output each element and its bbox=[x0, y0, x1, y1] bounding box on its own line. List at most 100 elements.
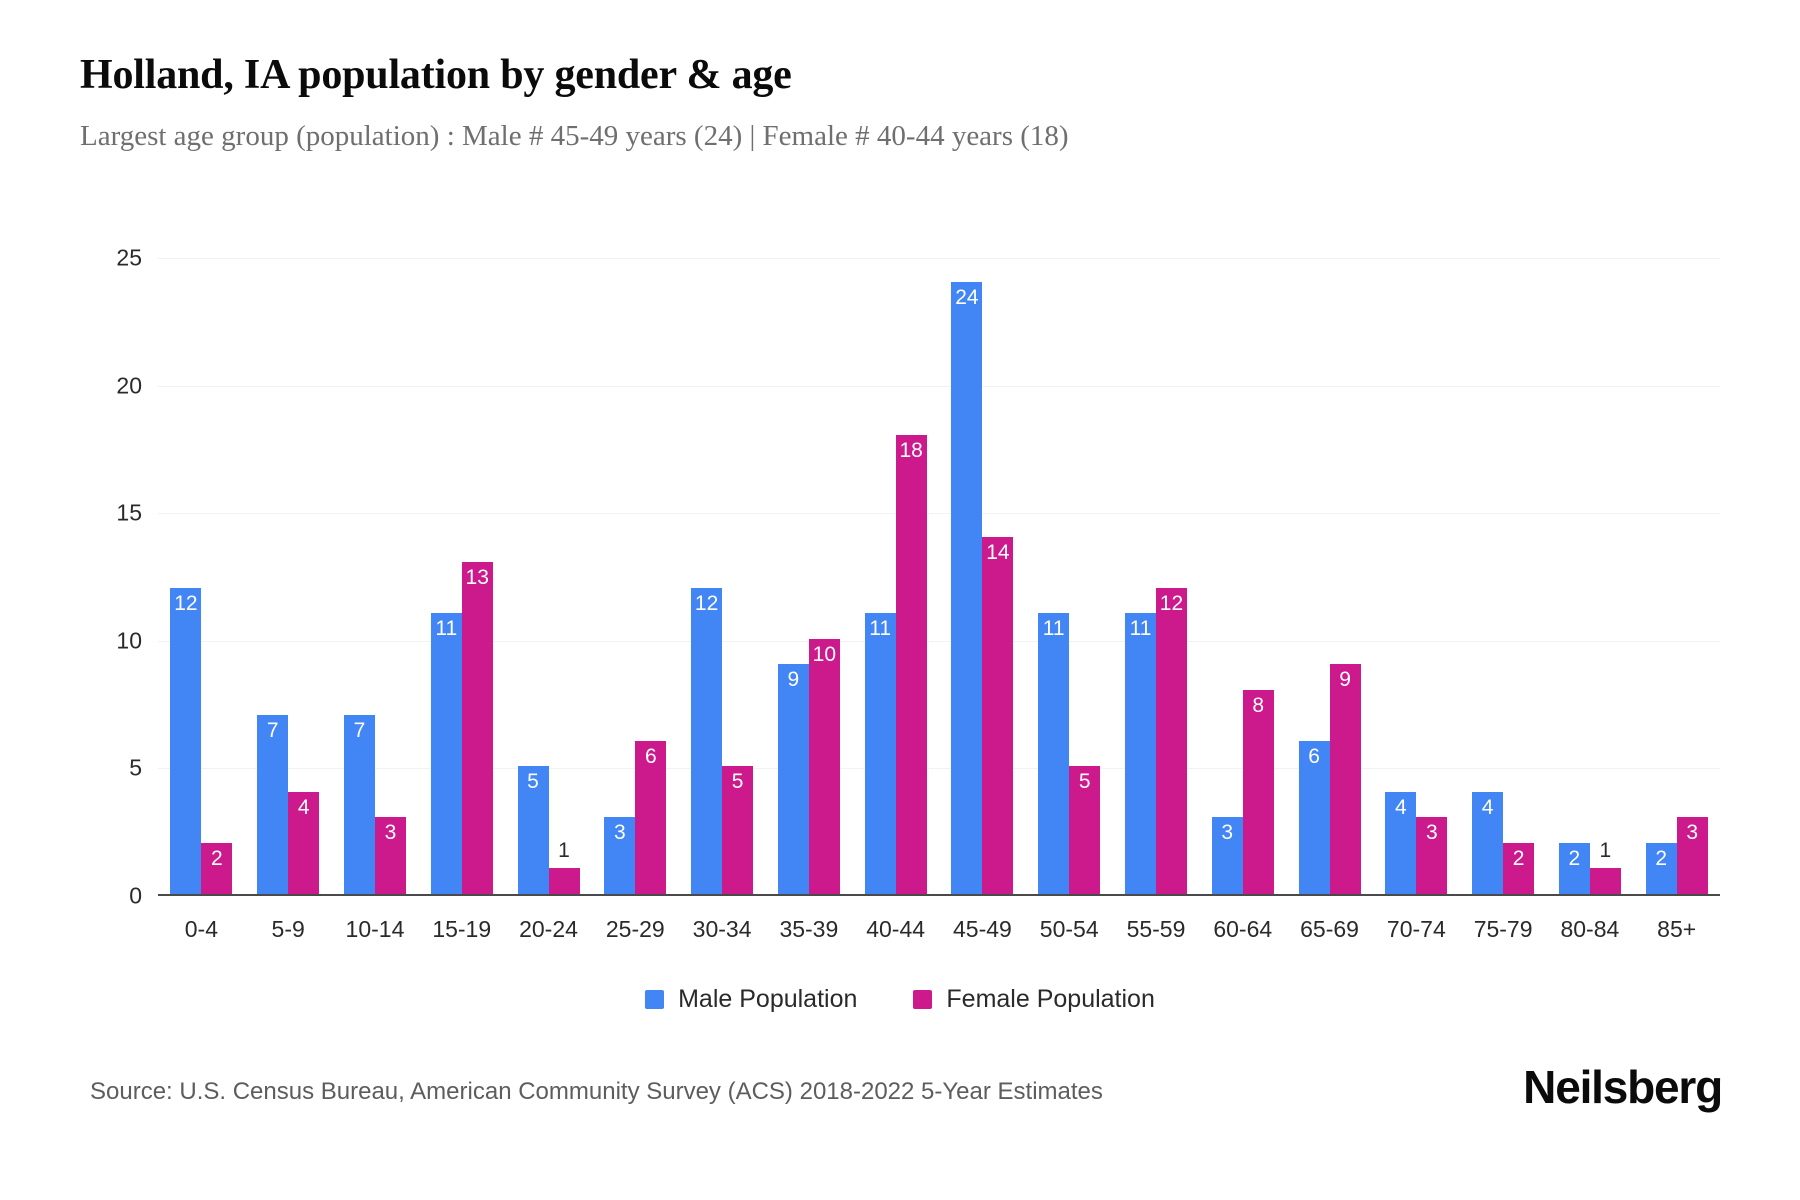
x-axis-tick-label: 70-74 bbox=[1386, 916, 1446, 942]
male-bar[interactable]: 3 bbox=[604, 817, 636, 894]
bar-value-label: 4 bbox=[297, 795, 310, 819]
bar-value-label: 12 bbox=[1159, 591, 1184, 615]
source-note: Source: U.S. Census Bureau, American Com… bbox=[90, 1078, 1103, 1105]
gridline bbox=[158, 513, 1720, 515]
bar-value-label: 2 bbox=[1568, 846, 1581, 870]
x-axis-tick-label: 75-79 bbox=[1473, 916, 1533, 942]
male-bar[interactable]: 7 bbox=[257, 715, 289, 894]
female-bar[interactable]: 5 bbox=[1069, 766, 1101, 894]
female-bar[interactable]: 2 bbox=[1503, 842, 1535, 894]
bar-group: 24 14 bbox=[939, 258, 1026, 894]
bar-value-label: 11 bbox=[435, 617, 458, 641]
female-bar[interactable]: 13 bbox=[461, 562, 493, 894]
female-bar[interactable]: 1 bbox=[548, 840, 580, 894]
female-bar[interactable]: 14 bbox=[982, 536, 1014, 894]
bar-value-label: 3 bbox=[1686, 821, 1699, 845]
x-axis-tick-label: 80-84 bbox=[1560, 916, 1620, 942]
grid-area: 12 2 7 4 7 3 11 13 5 1 3 6 12 5 9 10 11 18 24 14 11 5 11 12 3 8 6 9… bbox=[158, 258, 1720, 896]
gridline bbox=[158, 640, 1720, 642]
bar-value-label: 3 bbox=[1221, 821, 1234, 845]
x-axis-tick-label: 35-39 bbox=[779, 916, 839, 942]
female-bar[interactable]: 9 bbox=[1329, 664, 1361, 894]
bar-value-label: 9 bbox=[787, 668, 800, 692]
bar-value-label: 10 bbox=[812, 642, 837, 666]
bar-group: 11 12 bbox=[1113, 258, 1200, 894]
male-bar[interactable]: 11 bbox=[1124, 613, 1156, 894]
female-bar[interactable]: 8 bbox=[1242, 689, 1274, 894]
bar-value-label: 18 bbox=[899, 438, 923, 462]
bar-group: 11 13 bbox=[418, 258, 505, 894]
gridline bbox=[158, 258, 1720, 259]
male-bar[interactable]: 11 bbox=[1038, 613, 1070, 894]
bar-value-label: 14 bbox=[986, 540, 1010, 564]
legend-swatch-icon bbox=[913, 990, 933, 1009]
female-bar[interactable]: 12 bbox=[1155, 587, 1187, 894]
male-bar[interactable]: 3 bbox=[1211, 817, 1243, 894]
male-bar[interactable]: 7 bbox=[343, 715, 375, 894]
legend-swatch-icon bbox=[645, 990, 665, 1009]
female-bar[interactable]: 5 bbox=[722, 766, 754, 894]
legend-item-male[interactable]: Male Population bbox=[645, 985, 857, 1014]
male-bar[interactable]: 12 bbox=[691, 587, 723, 894]
bar-value-label: 6 bbox=[644, 744, 657, 768]
y-axis: 0 5 10 15 20 25 bbox=[80, 245, 158, 909]
bar-value-label: 1 bbox=[1599, 839, 1612, 863]
female-bar[interactable]: 18 bbox=[895, 434, 927, 894]
female-bar[interactable]: 3 bbox=[1676, 817, 1708, 894]
chart-subtitle: Largest age group (population) : Male # … bbox=[80, 120, 1069, 153]
x-axis-tick-label: 25-29 bbox=[605, 916, 665, 942]
male-bar[interactable]: 9 bbox=[777, 664, 809, 894]
bar-group: 12 5 bbox=[679, 258, 766, 894]
male-bar[interactable]: 12 bbox=[170, 587, 202, 894]
bar-group: 9 10 bbox=[765, 258, 852, 894]
female-bar[interactable]: 2 bbox=[201, 842, 233, 894]
x-axis-tick-label: 50-54 bbox=[1039, 916, 1099, 942]
male-bar[interactable]: 2 bbox=[1558, 842, 1590, 894]
bar-group: 12 2 bbox=[158, 258, 245, 894]
male-bar[interactable]: 11 bbox=[430, 613, 462, 894]
chart-header: Holland, IA population by gender & age L… bbox=[80, 52, 1720, 154]
bar-value-label: 3 bbox=[1425, 821, 1438, 845]
bar-value-label: 6 bbox=[1308, 744, 1320, 768]
x-axis: 0-4 5-9 10-14 15-19 20-24 25-29 30-34 35-39 40-4… bbox=[158, 916, 1720, 943]
gridline bbox=[158, 385, 1720, 387]
bar-value-label: 12 bbox=[174, 591, 198, 615]
x-axis-tick-label: 60-64 bbox=[1213, 916, 1273, 942]
female-bar[interactable]: 6 bbox=[635, 740, 667, 894]
male-bar[interactable]: 2 bbox=[1645, 842, 1677, 894]
male-bar[interactable]: 5 bbox=[517, 766, 549, 894]
bar-value-label: 4 bbox=[1481, 795, 1494, 819]
male-bar[interactable]: 6 bbox=[1298, 740, 1330, 894]
male-bar[interactable]: 4 bbox=[1472, 791, 1504, 894]
bar-value-label: 8 bbox=[1252, 693, 1265, 717]
female-bar[interactable]: 1 bbox=[1589, 840, 1621, 894]
female-bar[interactable]: 3 bbox=[374, 817, 406, 894]
bar-group: 11 18 bbox=[852, 258, 939, 894]
bars-layer: 12 2 7 4 7 3 11 13 5 1 3 6 12 5 9 10 11 18 24 14 11 5 11 12 3 8 6 9… bbox=[158, 258, 1720, 894]
bar-value-label: 2 bbox=[1512, 846, 1525, 870]
female-bar[interactable]: 10 bbox=[808, 638, 840, 894]
female-bar[interactable]: 4 bbox=[288, 791, 320, 894]
x-axis-tick-label: 30-34 bbox=[692, 916, 752, 942]
legend-item-female[interactable]: Female Population bbox=[913, 985, 1155, 1014]
bar-value-label: 3 bbox=[613, 821, 626, 845]
bar-value-label: 5 bbox=[731, 770, 744, 794]
bar-value-label: 2 bbox=[211, 846, 223, 870]
y-axis-tick-label: 20 bbox=[116, 372, 142, 399]
x-axis-tick-label: 65-69 bbox=[1300, 916, 1359, 942]
bar-value-label: 7 bbox=[353, 719, 366, 743]
page-title: Holland, IA population by gender & age bbox=[80, 52, 792, 98]
y-axis-tick-label: 10 bbox=[116, 627, 142, 654]
legend-label: Male Population bbox=[678, 985, 858, 1013]
female-bar[interactable]: 3 bbox=[1416, 817, 1448, 894]
bar-value-label: 12 bbox=[694, 591, 719, 615]
male-bar[interactable]: 4 bbox=[1385, 791, 1417, 894]
male-bar[interactable]: 11 bbox=[864, 613, 896, 894]
x-axis-tick-label: 20-24 bbox=[519, 916, 578, 942]
male-bar[interactable]: 24 bbox=[951, 281, 983, 894]
